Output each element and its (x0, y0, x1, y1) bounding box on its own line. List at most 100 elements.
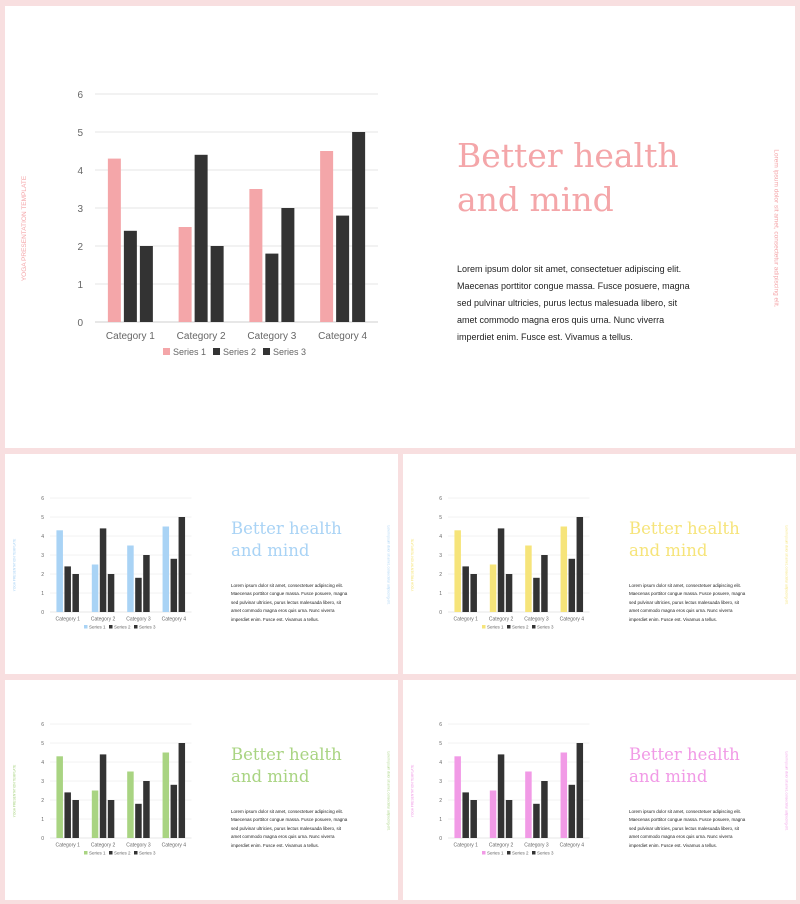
x-tick-label: Category 3 (524, 843, 549, 849)
legend-label: Series 1 (89, 625, 106, 630)
x-tick-label: Category 1 (453, 843, 478, 849)
bar-series-3-category-4 (352, 132, 366, 322)
slide-magenta: 0 1 2 3 4 5 6 Category 1 Category 2 Category 3 Cat… (403, 680, 796, 900)
bar-series-2-category-1 (123, 230, 137, 322)
bar-series-1-category-2 (91, 790, 99, 838)
side-caption-left: YOGA PRESENTATION TEMPLATE (12, 764, 17, 818)
x-tick-label: Category 2 (91, 617, 116, 623)
legend-swatch (84, 851, 88, 855)
y-tick-label: 5 (439, 515, 442, 521)
bar-series-2-category-1 (462, 566, 469, 612)
legend-swatch (532, 851, 536, 855)
slide-body-text: Lorem ipsum dolor sit amet, consectetuer… (629, 808, 746, 848)
y-tick-label: 3 (439, 779, 442, 785)
legend-label: Series 1 (487, 851, 504, 856)
title-line-2: and mind (231, 541, 310, 560)
bar-series-1-category-3 (249, 189, 263, 322)
y-tick-label: 4 (77, 166, 83, 177)
bar-series-2-category-3 (533, 577, 540, 612)
slide-body-text: Lorem ipsum dolor sit amet, consectetuer… (629, 582, 746, 622)
y-tick-label: 0 (439, 836, 442, 842)
title-line-2: and mind (457, 180, 614, 219)
legend-swatch (532, 625, 536, 629)
y-tick-label: 5 (77, 128, 83, 139)
y-tick-label: 0 (41, 836, 44, 842)
slide-title: Better health and mind (629, 744, 740, 788)
legend-swatch (482, 851, 486, 855)
legend-label: Series 1 (487, 625, 504, 630)
y-tick-label: 3 (439, 553, 442, 559)
y-tick-label: 5 (41, 515, 44, 521)
bar-series-2-category-2 (497, 754, 505, 838)
legend-label: Series 3 (273, 347, 306, 357)
bar-series-3-category-2 (505, 574, 513, 612)
x-tick-label: Category 4 (560, 843, 585, 849)
bar-series-3-category-3 (143, 555, 150, 612)
bar-series-3-category-4 (178, 743, 186, 838)
y-tick-label: 3 (41, 553, 44, 559)
bar-series-1-category-1 (56, 756, 63, 838)
y-tick-label: 1 (77, 280, 83, 291)
bar-series-2-category-1 (64, 792, 71, 838)
legend-swatch (109, 625, 113, 629)
y-tick-label: 6 (439, 722, 442, 728)
side-caption-right: Lorem ipsum dolor sit amet, consectetur … (386, 525, 391, 605)
bar-series-2-category-4 (336, 215, 350, 322)
bar-chart: 0 1 2 3 4 5 6 Category 1 Category 2 Category 3 Cat… (41, 496, 192, 630)
bar-series-1-category-4 (560, 752, 568, 838)
legend-swatch (263, 348, 270, 355)
y-tick-label: 2 (439, 798, 442, 804)
legend-swatch (213, 348, 220, 355)
legend-swatch (482, 625, 486, 629)
legend-swatch (84, 625, 88, 629)
title-line-1: Better health (629, 519, 740, 538)
x-tick-label: Category 3 (126, 617, 151, 623)
x-tick-label: Category 2 (91, 843, 116, 849)
bar-series-1-category-3 (525, 545, 532, 612)
bar-series-1-category-2 (91, 564, 99, 612)
legend-swatch (134, 851, 138, 855)
legend-label: Series 2 (114, 625, 131, 630)
bar-series-3-category-4 (576, 743, 584, 838)
bar-series-3-category-2 (505, 800, 513, 838)
legend-label: Series 2 (223, 347, 256, 357)
bar-series-3-category-4 (576, 517, 584, 612)
slide-blue: 0 1 2 3 4 5 6 Category 1 Category 2 Category 3 Cat… (5, 454, 398, 674)
legend-label: Series 3 (139, 851, 156, 856)
bar-series-2-category-4 (170, 784, 178, 838)
bar-series-2-category-3 (135, 577, 142, 612)
bar-series-3-category-1 (470, 800, 477, 838)
legend-swatch (134, 625, 138, 629)
x-tick-label: Category 2 (489, 617, 514, 623)
y-tick-label: 3 (41, 779, 44, 785)
x-tick-label: Category 2 (177, 331, 226, 342)
bar-series-2-category-2 (99, 754, 107, 838)
bar-chart: 0 1 2 3 4 5 6 Category 1 Category 2 Category 3 Cat… (439, 496, 590, 630)
bar-series-2-category-1 (462, 792, 469, 838)
bar-series-1-category-3 (127, 545, 134, 612)
x-tick-label: Category 3 (126, 843, 151, 849)
bar-series-1-category-4 (320, 151, 334, 322)
y-tick-label: 4 (41, 534, 44, 540)
bar-series-3-category-2 (107, 800, 115, 838)
bar-series-2-category-1 (64, 566, 71, 612)
y-tick-label: 1 (41, 591, 44, 597)
title-line-1: Better health (231, 519, 342, 538)
x-tick-label: Category 4 (162, 843, 187, 849)
y-tick-label: 0 (77, 318, 83, 329)
y-tick-label: 1 (41, 817, 44, 823)
bar-series-1-category-2 (489, 564, 497, 612)
y-tick-label: 6 (41, 496, 44, 502)
title-line-2: and mind (231, 767, 310, 786)
legend-swatch (507, 851, 511, 855)
bar-series-1-category-3 (127, 771, 134, 838)
slide-green: 0 1 2 3 4 5 6 Category 1 Category 2 Category 3 Cat… (5, 680, 398, 900)
slide-pink-large: 0 1 2 3 4 5 6 Category 1 Category 2 Category 3 Cat… (5, 6, 795, 448)
side-caption-left: YOGA PRESENTATION TEMPLATE (410, 538, 415, 592)
y-tick-label: 2 (77, 242, 83, 253)
slide-body-text: Lorem ipsum dolor sit amet, consectetuer… (231, 808, 348, 848)
bar-series-1-category-4 (162, 526, 170, 612)
bar-series-3-category-1 (470, 574, 477, 612)
bar-series-1-category-4 (560, 526, 568, 612)
bar-series-3-category-3 (281, 208, 295, 322)
